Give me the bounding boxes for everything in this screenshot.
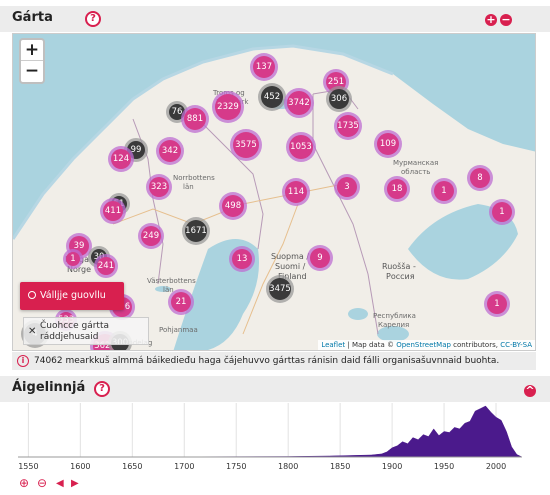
- info-bar: i 74062 mearkkuš almmá báikedieđu haga č…: [12, 352, 536, 370]
- place-oblast: область: [401, 168, 431, 176]
- place-vasterbotten: Västerbottens: [147, 277, 196, 285]
- place-suopma-3: Finland: [278, 272, 307, 281]
- cluster-marker[interactable]: 411: [103, 201, 123, 221]
- map-zoom-control: + −: [19, 38, 45, 84]
- timeline-tick-label: 1950: [434, 462, 454, 471]
- timeline-tick-label: 1850: [330, 462, 350, 471]
- cluster-marker[interactable]: 124: [111, 149, 131, 169]
- map-section-header: Gárta ? + −: [0, 6, 550, 32]
- timeline-tick-label: 1800: [278, 462, 298, 471]
- place-ruossa-1: Ruošša -: [382, 262, 416, 271]
- cluster-marker[interactable]: 99: [127, 141, 145, 159]
- place-troms: Troms og: [213, 89, 245, 97]
- place-norrbotten-lan: län: [183, 183, 194, 191]
- collapse-timeline-icon[interactable]: ^: [524, 384, 536, 397]
- timeline-area: [17, 405, 523, 458]
- zoom-in-icon[interactable]: ⊕: [19, 476, 30, 490]
- leaflet-link[interactable]: Leaflet: [321, 341, 346, 349]
- cluster-marker[interactable]: 249: [141, 226, 161, 246]
- place-murmansk: Мурманская: [393, 159, 439, 167]
- place-karelia-1: Республика: [373, 312, 416, 320]
- cluster-marker[interactable]: 323: [149, 177, 169, 197]
- map-section-title: Gárta: [12, 10, 53, 25]
- timeline-tick-label: 1750: [226, 462, 246, 471]
- timeline-chart[interactable]: 1550 1600 1650 1700 1750 1800 1850 1900 1950 2000: [12, 403, 536, 473]
- cluster-marker[interactable]: 1053: [289, 135, 313, 159]
- cluster-marker[interactable]: 452: [261, 86, 283, 108]
- cluster-marker[interactable]: 21: [171, 292, 191, 312]
- cluster-marker[interactable]: 1: [492, 202, 512, 222]
- cluster-marker[interactable]: 1: [434, 181, 454, 201]
- license-link[interactable]: CC-BY-SA: [500, 341, 532, 349]
- osm-link[interactable]: OpenStreetMap: [396, 341, 451, 349]
- cluster-marker[interactable]: 3575: [233, 132, 259, 158]
- cluster-marker[interactable]: 881: [184, 108, 206, 130]
- cluster-marker[interactable]: 9: [310, 248, 330, 268]
- map-zoom-in-button[interactable]: +: [21, 40, 43, 61]
- cluster-marker[interactable]: 306: [329, 89, 349, 109]
- place-norrbotten: Norrbottens: [173, 174, 215, 182]
- place-norga-2: Norge: [67, 265, 92, 274]
- attribution-contrib: contributors,: [450, 341, 501, 349]
- cluster-marker[interactable]: 3475: [269, 278, 291, 300]
- cluster-marker[interactable]: 498: [222, 195, 244, 217]
- clear-map-button[interactable]: ✕ Čuohcce gártta ráddjehusaid: [23, 317, 149, 345]
- cluster-marker[interactable]: 342: [159, 140, 181, 162]
- cluster-marker[interactable]: 1: [66, 252, 80, 266]
- cluster-marker[interactable]: 8: [470, 168, 490, 188]
- cluster-marker[interactable]: 114: [285, 181, 307, 203]
- place-vasterbotten-lan: län: [163, 286, 174, 294]
- map-attribution: Leaflet | Map data © OpenStreetMap contr…: [318, 340, 535, 350]
- expand-map-icon[interactable]: +: [485, 13, 497, 26]
- timeline-tick-label: 1650: [122, 462, 142, 471]
- timeline-help-icon[interactable]: ?: [94, 381, 110, 397]
- cluster-marker[interactable]: 1: [487, 294, 507, 314]
- cluster-marker[interactable]: 3: [337, 177, 357, 197]
- place-suopma-2: Suomi /: [275, 262, 306, 271]
- arrow-right-icon[interactable]: ▶: [71, 478, 79, 489]
- cluster-marker[interactable]: 18: [387, 179, 407, 199]
- timeline-section-title: Áigelinnjá: [12, 380, 86, 395]
- cluster-marker[interactable]: 241: [97, 257, 115, 275]
- choose-area-label: Válljje guovllu: [40, 290, 106, 301]
- cluster-marker[interactable]: 251: [326, 72, 346, 92]
- cluster-marker[interactable]: 1735: [337, 115, 359, 137]
- zoom-out-icon[interactable]: ⊖: [37, 476, 48, 490]
- place-suopma-1: Suopma /: [271, 252, 310, 261]
- timeline-ticks: 1550 1600 1650 1700 1750 1800 1850 1900 1950 2000: [18, 462, 506, 471]
- cluster-marker[interactable]: 1671: [185, 220, 207, 242]
- place-ruossa-2: Россия: [386, 272, 415, 281]
- attribution-sep: | Map data ©: [345, 341, 397, 349]
- cluster-marker[interactable]: 2329: [215, 94, 241, 120]
- map-basemap: [13, 44, 535, 350]
- cluster-marker[interactable]: 13: [232, 249, 252, 269]
- cluster-marker[interactable]: 39: [69, 236, 89, 256]
- collapse-map-icon[interactable]: −: [500, 13, 512, 26]
- cluster-marker[interactable]: 137: [253, 56, 275, 78]
- cluster-marker[interactable]: 3742: [287, 91, 311, 115]
- place-karelia-2: Карелия: [378, 321, 410, 329]
- timeline-section-header: Áigelinnjá ? ^: [0, 376, 550, 402]
- timeline-tick-label: 2000: [486, 462, 506, 471]
- timeline-tick-label: 1550: [18, 462, 38, 471]
- arrow-left-icon[interactable]: ◀: [56, 478, 64, 489]
- info-text: 74062 mearkkuš almmá báikedieđu haga čáj…: [34, 356, 500, 366]
- choose-area-button[interactable]: Válljje guovllu: [20, 282, 124, 310]
- clear-map-label: Čuohcce gártta ráddjehusaid: [40, 321, 109, 342]
- crosshair-icon: [28, 291, 36, 299]
- close-icon: ✕: [28, 326, 37, 337]
- timeline-tick-label: 1700: [174, 462, 194, 471]
- map-zoom-out-button[interactable]: −: [24, 61, 40, 81]
- timeline-tick-label: 1600: [70, 462, 90, 471]
- cluster-marker[interactable]: 109: [377, 133, 399, 155]
- info-icon: i: [17, 355, 29, 367]
- timeline-grid: [27, 403, 497, 457]
- timeline-tick-label: 1900: [382, 462, 402, 471]
- map-view[interactable]: Мурманская область Norrbottens län Troms…: [12, 33, 536, 351]
- map-help-icon[interactable]: ?: [85, 11, 101, 27]
- place-pohjanmaa: Pohjanmaa: [159, 326, 198, 334]
- cluster-marker[interactable]: 76: [169, 104, 185, 120]
